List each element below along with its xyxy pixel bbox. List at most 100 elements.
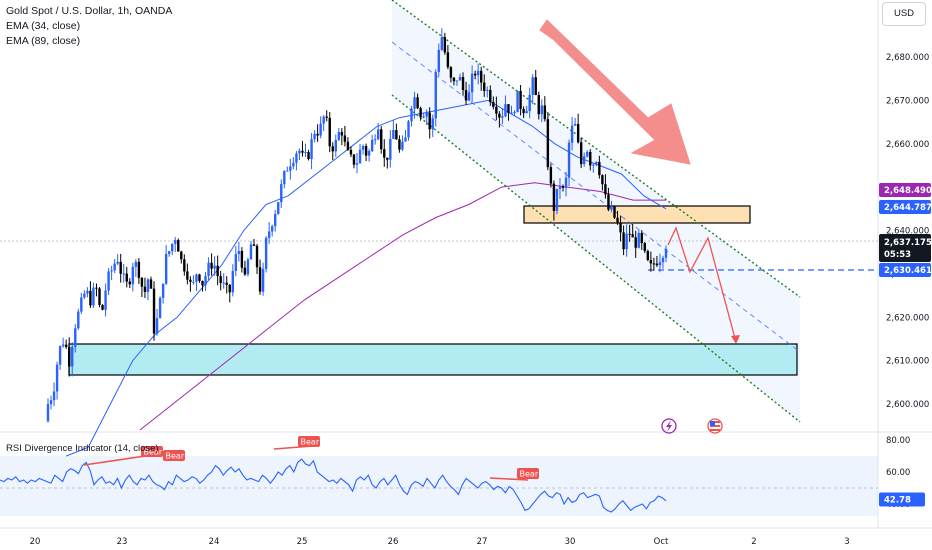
time-tick-label: 30 <box>565 537 576 547</box>
candle-body <box>161 283 165 298</box>
candle-body <box>507 104 510 113</box>
time-tick-label: 26 <box>388 537 399 547</box>
candle-body <box>92 287 95 306</box>
candle-body <box>46 404 50 422</box>
candle-body <box>486 90 489 92</box>
candle-body <box>640 232 643 244</box>
event-flash-icon[interactable] <box>661 418 677 434</box>
candle-body <box>392 130 395 139</box>
candle-body <box>419 108 422 118</box>
candle-body <box>407 121 410 138</box>
candle-body <box>498 113 501 118</box>
legend-ema34[interactable]: EMA (34, close) <box>6 20 81 32</box>
projection-path <box>667 226 737 343</box>
candle-body <box>395 130 398 140</box>
candle-body <box>655 263 659 266</box>
candle-body <box>107 271 110 291</box>
candle-body <box>301 150 304 153</box>
candle-body <box>628 233 631 235</box>
channel-mid <box>391 41 801 353</box>
candle-body <box>389 138 392 160</box>
candle-body <box>186 271 189 280</box>
rsi-path <box>0 458 667 513</box>
candle-body <box>267 231 271 238</box>
time-axis[interactable]: 20 23 24 25 26 27 30 Oct 2 3 <box>30 537 850 547</box>
candle-body <box>304 152 307 154</box>
rsi-indicator-title[interactable]: RSI Divergence Indicator (14, close) <box>6 443 159 454</box>
candle-body <box>155 318 159 334</box>
ema34-price-tag-text: 2,644.787 <box>884 203 932 213</box>
candle-body <box>416 97 419 109</box>
support-zone <box>68 343 798 376</box>
candle-body <box>337 132 341 141</box>
candle-body <box>446 52 450 68</box>
candle-body <box>480 70 483 83</box>
legend-ema89[interactable]: EMA (89, close) <box>6 35 81 47</box>
candle-body <box>346 141 350 150</box>
candle-body <box>210 262 213 269</box>
candle-body <box>207 262 210 276</box>
candle-body <box>143 286 147 292</box>
time-tick-label: 27 <box>477 537 488 547</box>
channel-upper <box>391 0 801 298</box>
candle-body <box>473 73 477 76</box>
candle-body <box>625 233 628 250</box>
candle-body <box>537 95 540 115</box>
bear-tag <box>298 436 320 447</box>
candle-body <box>204 275 207 286</box>
candle-body <box>631 234 634 238</box>
last-price-value: 2,637.175 <box>884 238 932 248</box>
candle-body <box>595 161 598 165</box>
candle-body <box>422 116 425 118</box>
bear-tag-label: Bear <box>144 448 163 457</box>
time-tick-label: Oct <box>654 537 669 547</box>
candle-body <box>528 94 531 112</box>
candle-body <box>637 232 640 248</box>
candle-body <box>83 293 86 298</box>
legend-symbol[interactable]: Gold Spot / U.S. Dollar, 1h, OANDA <box>6 5 173 17</box>
level-price-tag-text: 2,630.461 <box>884 266 932 276</box>
candle-body <box>277 202 280 215</box>
candle-body <box>573 124 577 126</box>
candle-body <box>340 132 344 136</box>
event-us-flag-icon[interactable] <box>707 418 723 434</box>
candle-body <box>543 105 547 120</box>
candle-body <box>607 194 610 210</box>
candle-body <box>619 222 622 233</box>
candle-body <box>246 259 250 275</box>
bear-tag-label: Bear <box>520 470 539 479</box>
price-tick-label: 2,600.000 <box>886 400 929 410</box>
ema89-price-tag-text: 2,648.490 <box>884 186 932 196</box>
time-tick-label: 23 <box>117 537 128 547</box>
time-tick-label: 24 <box>209 537 220 547</box>
candle-body <box>222 282 225 284</box>
candle-body <box>219 276 222 283</box>
candle-body <box>334 140 337 152</box>
rsi-tick-label: 60.00 <box>886 468 910 478</box>
ema34-price-tag <box>879 200 931 214</box>
candle-body <box>589 152 592 166</box>
rsi-band <box>0 456 878 516</box>
candle-body <box>134 261 138 267</box>
currency-button[interactable]: USD <box>882 2 926 26</box>
candle-body <box>534 77 537 96</box>
time-tick-label: 20 <box>30 537 41 547</box>
time-tick-label: 25 <box>297 537 308 547</box>
candle-body <box>71 346 74 367</box>
candle-body <box>225 282 228 285</box>
candle-body <box>158 297 162 319</box>
candle-body <box>525 111 528 114</box>
price-tags: 2,648.490 2,644.787 2,630.461 2,637.175 05:5… <box>879 183 932 277</box>
candle-body <box>319 123 322 136</box>
candle-body <box>464 90 468 101</box>
candle-body <box>358 149 362 164</box>
price-axis[interactable]: 2,680.0002,670.0002,660.0002,650.0002,64… <box>886 53 929 410</box>
candle-body <box>476 70 480 76</box>
candle-body <box>431 118 434 130</box>
candle-body <box>583 156 586 165</box>
rsi-current-tag <box>879 492 925 507</box>
candle-body <box>101 305 104 310</box>
candle-body <box>561 186 565 188</box>
